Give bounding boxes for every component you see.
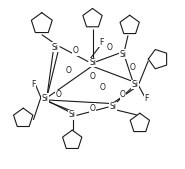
- Text: Si: Si: [109, 102, 116, 111]
- Text: O: O: [120, 90, 126, 99]
- Text: Si: Si: [120, 50, 126, 59]
- Text: Si: Si: [131, 80, 138, 89]
- Text: Si: Si: [89, 58, 96, 67]
- Text: F: F: [31, 80, 36, 89]
- Text: Si: Si: [42, 93, 49, 103]
- Text: F: F: [144, 93, 149, 103]
- Text: O: O: [130, 63, 136, 72]
- Text: O: O: [90, 71, 95, 81]
- Text: O: O: [66, 66, 72, 76]
- Text: O: O: [56, 90, 62, 99]
- Text: Si: Si: [69, 110, 76, 119]
- Text: Si: Si: [52, 43, 59, 52]
- Text: O: O: [106, 43, 112, 52]
- Text: F: F: [99, 38, 103, 47]
- Text: O: O: [100, 83, 106, 92]
- Text: O: O: [73, 46, 79, 55]
- Text: O: O: [90, 104, 95, 113]
